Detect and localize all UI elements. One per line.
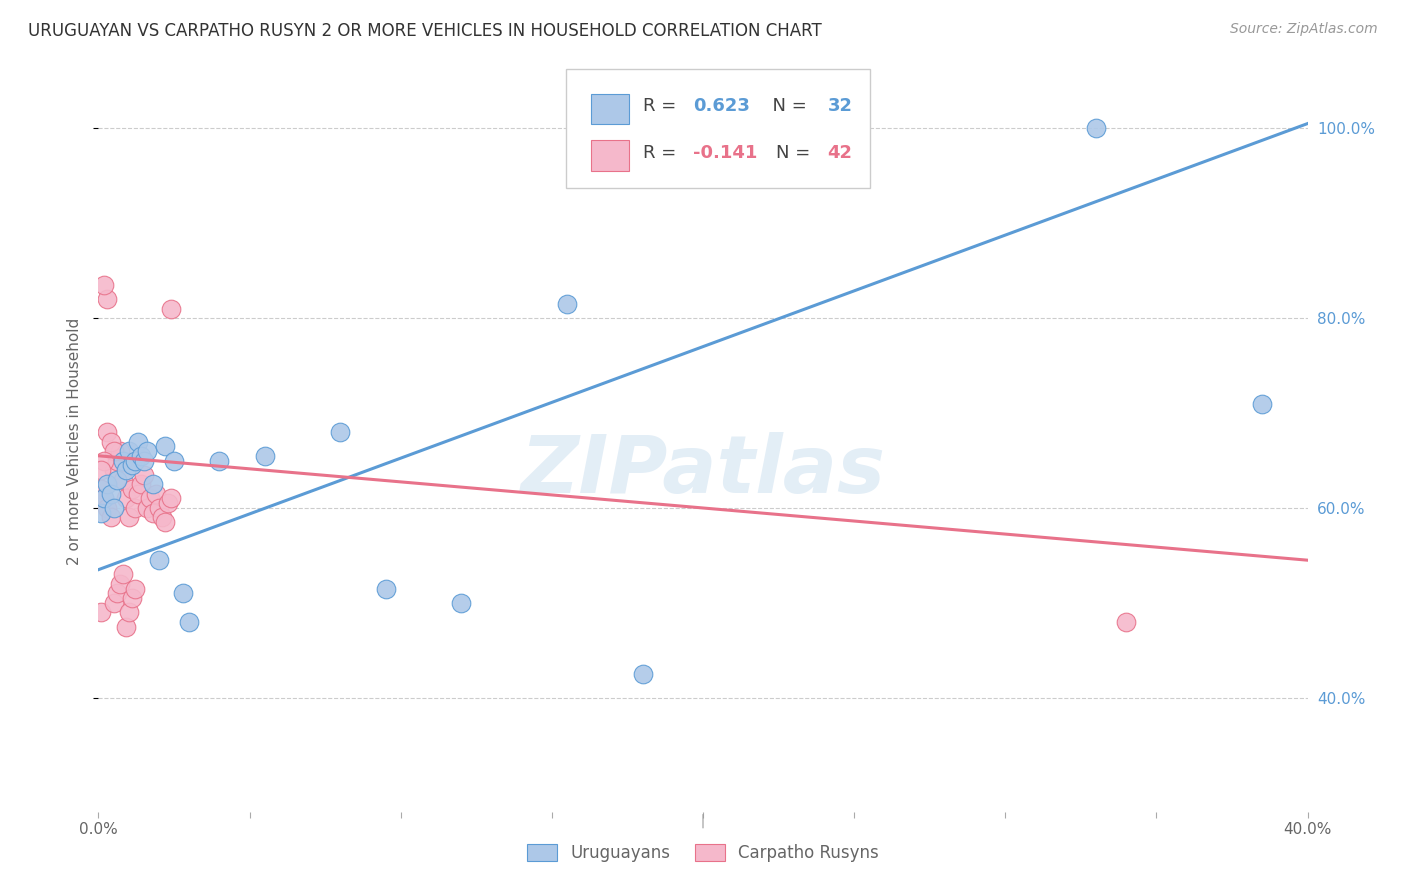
Point [118,606,141,620]
Point [90,482,112,496]
Point [108,577,131,591]
Point [105,473,128,487]
Point [90,606,112,620]
Point [132,467,155,482]
Point [153,439,176,453]
Point [124,500,146,515]
Point [135,500,157,515]
Point [111,473,134,487]
Point [96,500,118,515]
Point [121,458,143,473]
Point [118,444,141,458]
Text: Source: ZipAtlas.com: Source: ZipAtlas.com [1230,22,1378,37]
Point [253,449,276,463]
Point [129,477,152,491]
Point [114,463,136,477]
Point [103,596,125,610]
Point [105,453,128,467]
Point [132,453,155,467]
Point [96,292,118,306]
Point [124,582,146,596]
Point [90,506,112,520]
Point [148,553,170,567]
Point [163,453,186,467]
Point [111,567,134,582]
Point [93,491,115,506]
Point [96,425,118,439]
Point [374,582,396,596]
Point [1115,615,1137,629]
Point [124,453,146,467]
Point [153,515,176,529]
Text: R =: R = [643,144,682,161]
FancyBboxPatch shape [591,140,630,170]
Point [111,453,134,467]
Text: N =: N = [761,97,813,115]
Point [103,463,125,477]
Point [1085,121,1108,136]
Point [127,434,149,449]
Point [103,444,125,458]
FancyBboxPatch shape [567,70,870,188]
Point [142,477,165,491]
Point [100,434,122,449]
Y-axis label: 2 or more Vehicles in Household: 2 or more Vehicles in Household [67,318,83,566]
Point [135,444,157,458]
Point [114,620,136,634]
Text: URUGUAYAN VS CARPATHO RUSYN 2 OR MORE VEHICLES IN HOUSEHOLD CORRELATION CHART: URUGUAYAN VS CARPATHO RUSYN 2 OR MORE VE… [28,22,823,40]
Point [208,453,231,467]
Text: 42: 42 [828,144,852,161]
Point [160,301,183,316]
Point [142,506,165,520]
Text: 0.623: 0.623 [693,97,751,115]
Point [329,425,352,439]
Point [160,491,183,506]
Point [90,463,112,477]
Point [145,487,167,501]
Legend: Uruguayans, Carpatho Rusyns: Uruguayans, Carpatho Rusyns [519,835,887,870]
Point [93,491,115,506]
Point [172,586,194,600]
Point [156,496,179,510]
Point [118,510,141,524]
Point [179,615,201,629]
Point [93,453,115,467]
Point [103,500,125,515]
Point [148,500,170,515]
Point [127,487,149,501]
Point [114,491,136,506]
Point [100,510,122,524]
Point [1251,396,1274,410]
Point [96,477,118,491]
Point [100,487,122,501]
Point [450,596,472,610]
Point [121,591,143,606]
Text: -0.141: -0.141 [693,144,758,161]
Text: N =: N = [776,144,815,161]
Point [108,444,131,458]
Point [150,510,173,524]
Point [105,586,128,600]
Point [555,297,578,311]
FancyBboxPatch shape [591,94,630,124]
Point [93,277,115,292]
Point [139,491,162,506]
Point [121,482,143,496]
Point [129,449,152,463]
Point [631,667,654,681]
Text: ZIPatlas: ZIPatlas [520,432,886,510]
Text: R =: R = [643,97,682,115]
Text: 32: 32 [828,97,852,115]
